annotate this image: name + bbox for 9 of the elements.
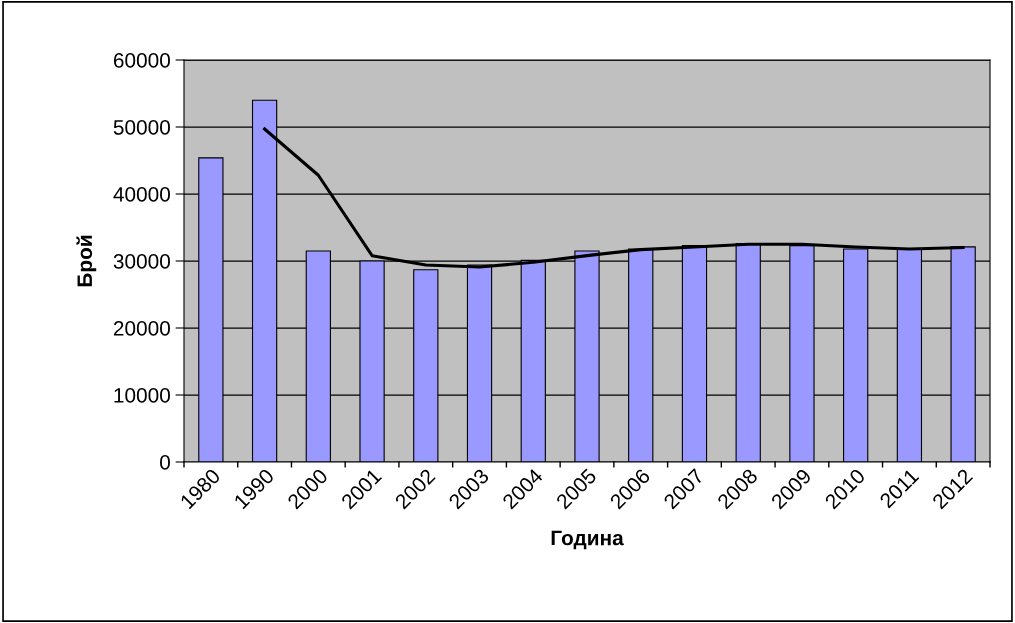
y-tick-label: 20000 <box>113 321 170 336</box>
y-tick-label: 0 <box>160 455 170 470</box>
y-tick-label: 40000 <box>113 187 170 202</box>
y-tick-label: 60000 <box>113 53 170 68</box>
y-tick-label: 30000 <box>113 254 170 269</box>
y-axis-title: Брой <box>76 235 97 287</box>
y-tick-label: 50000 <box>113 120 170 135</box>
x-axis-title: Година <box>551 530 624 550</box>
y-tick-label: 10000 <box>114 388 170 403</box>
